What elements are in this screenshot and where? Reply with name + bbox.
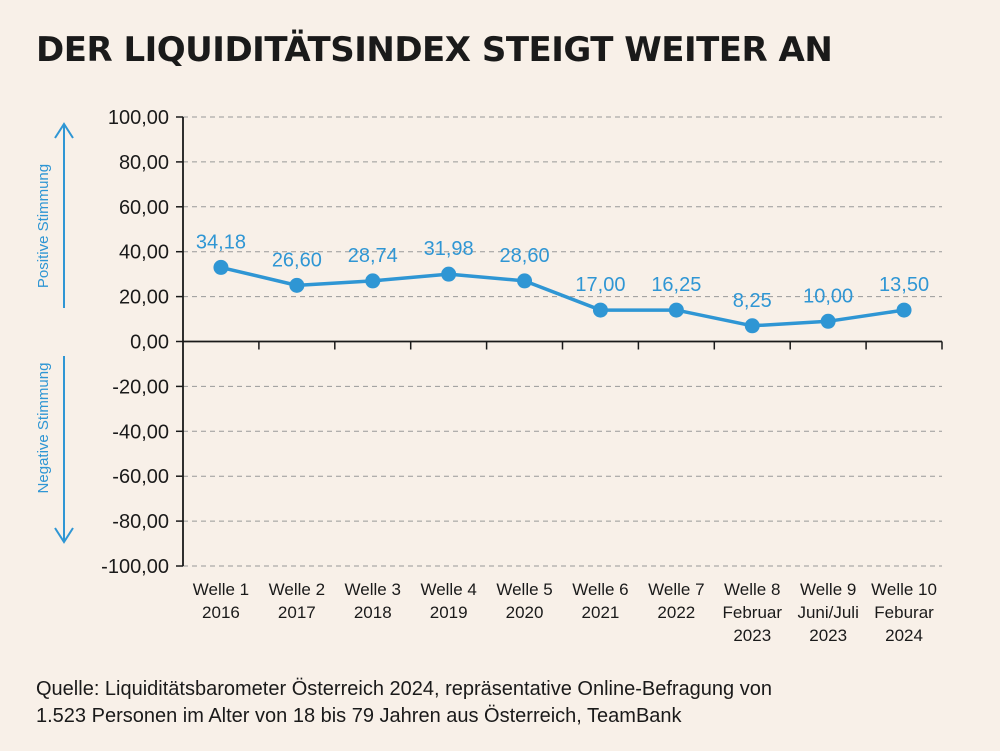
y-tick-label: 80,00 [119,152,169,174]
source-line-2: 1.523 Personen im Alter von 18 bis 79 Ja… [36,705,682,727]
x-tick-label: Welle 5 2020 [496,580,552,622]
x-tick-label: Welle 1 2016 [193,580,249,622]
source-line-1: Quelle: Liquiditätsbarometer Österreich … [36,678,772,700]
data-labels: 34,18 26,60 28,74 31,98 28,60 17,00 16,25 8,25 1… [196,231,929,311]
axes [176,116,943,567]
data-point [365,273,381,289]
source-note: Quelle: Liquiditätsbarometer Österreich … [36,676,966,730]
y-tick-label: -20,00 [112,376,169,398]
data-series [213,259,912,334]
data-label: 8,25 [733,290,772,312]
arrow-down-icon [54,527,74,544]
chart-title: DER LIQUIDITÄTSINDEX STEIGT WEITER AN [36,30,833,70]
y-tick-label: 20,00 [119,287,169,309]
x-tick-label: Welle 7 2022 [648,580,704,622]
data-label: 31,98 [424,238,474,260]
data-point [289,277,305,293]
data-label: 28,74 [348,245,398,267]
data-point [213,259,229,275]
y-tick-label: -60,00 [112,466,169,488]
y-tick-label: -40,00 [112,421,169,443]
x-tick-label: Welle 4 2019 [420,580,476,622]
x-tick-labels: Welle 1 2016 Welle 2 2017 Welle 3 2018 Welle 4… [193,580,937,645]
data-label: 10,00 [803,285,853,307]
data-label: 34,18 [196,231,246,253]
positive-label: Positive Stimmung [35,164,52,288]
y-tick-label: 60,00 [119,197,169,219]
y-tick-label: -80,00 [112,511,169,533]
data-point [744,318,760,334]
side-indicators: Positive Stimmung Negative Stimmung [35,122,74,544]
x-tick-label: Welle 6 2021 [572,580,628,622]
y-tick-label: 0,00 [130,332,169,354]
grid-lines [183,116,942,567]
data-point [592,302,608,318]
y-tick-label: 40,00 [119,242,169,264]
data-label: 17,00 [575,274,625,296]
x-tick-label: Welle 9 Juni/Juli 2023 [797,580,858,645]
data-point [896,302,912,318]
x-tick-label: Welle 10 Feburar 2024 [871,580,937,645]
data-label: 28,60 [500,245,550,267]
x-tick-label: Welle 3 2018 [345,580,401,622]
data-point [441,266,457,282]
data-point [668,302,684,318]
y-tick-label: -100,00 [101,556,169,578]
y-tick-labels: 100,00 80,00 60,00 40,00 20,00 0,00 -20,00 -40,… [101,107,169,578]
arrow-up-icon [54,122,74,139]
data-point [820,313,836,329]
y-tick-label: 100,00 [108,107,169,129]
x-tick-label: Welle 2 2017 [269,580,325,622]
negative-label: Negative Stimmung [35,363,52,494]
data-label: 16,25 [651,274,701,296]
data-label: 26,60 [272,249,322,271]
data-point [517,273,533,289]
series-line [220,265,905,328]
data-label: 13,50 [879,274,929,296]
x-tick-label: Welle 8 Februar 2023 [722,580,782,645]
